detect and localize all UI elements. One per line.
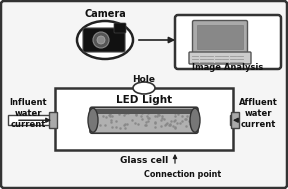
- Bar: [8, 115, 55, 125]
- FancyBboxPatch shape: [90, 107, 198, 133]
- Text: Image Analysis: Image Analysis: [192, 64, 264, 73]
- Bar: [49, 112, 57, 128]
- Ellipse shape: [133, 82, 155, 94]
- Text: Glass cell: Glass cell: [120, 156, 168, 165]
- Ellipse shape: [77, 21, 133, 59]
- FancyBboxPatch shape: [83, 28, 125, 52]
- Bar: [197, 25, 243, 49]
- Text: Affluent
water
current: Affluent water current: [238, 98, 277, 129]
- Ellipse shape: [190, 108, 200, 132]
- FancyBboxPatch shape: [114, 23, 126, 33]
- FancyBboxPatch shape: [189, 52, 251, 64]
- Text: Hole: Hole: [132, 75, 156, 84]
- FancyBboxPatch shape: [192, 20, 247, 53]
- Text: LED Light: LED Light: [116, 95, 172, 105]
- Text: Camera: Camera: [84, 9, 126, 19]
- Ellipse shape: [88, 108, 98, 132]
- FancyBboxPatch shape: [175, 15, 281, 69]
- Circle shape: [97, 36, 105, 44]
- Bar: [92, 109, 196, 114]
- Bar: [55, 88, 233, 150]
- Text: Connection point: Connection point: [145, 170, 221, 179]
- Bar: [230, 115, 233, 125]
- Text: Influent
water
current: Influent water current: [9, 98, 47, 129]
- Circle shape: [93, 32, 109, 48]
- Bar: [231, 112, 239, 128]
